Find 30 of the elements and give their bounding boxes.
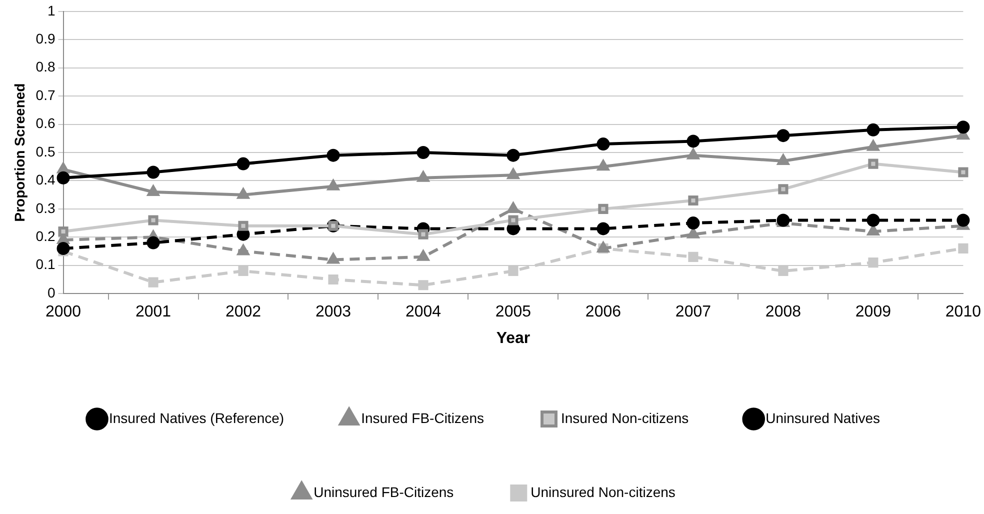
y-tick-label: 0.9 <box>36 30 56 46</box>
x-tick-label: 2003 <box>315 304 352 321</box>
y-tick-label: 1 <box>47 2 56 18</box>
legend-label: Uninsured FB-Citizens <box>314 484 454 500</box>
x-axis-title: Year <box>496 330 530 347</box>
legend-label: Insured Natives (Reference) <box>109 410 284 426</box>
y-axis-title: Proportion Screened <box>11 83 28 222</box>
y-tick-label: 0.4 <box>36 172 56 188</box>
y-tick-label: 0.2 <box>36 228 56 244</box>
x-tick-label: 2005 <box>495 304 532 321</box>
x-tick-label: 2008 <box>765 304 802 321</box>
y-tick-label: 0.5 <box>36 143 56 160</box>
x-tick-label: 2000 <box>45 304 82 321</box>
legend-label: Insured Non-citizens <box>561 410 689 426</box>
y-tick-label: 0 <box>47 284 56 300</box>
y-tick-label: 0.3 <box>36 200 56 216</box>
x-tick-label: 2009 <box>855 304 892 321</box>
x-tick-label: 2006 <box>585 304 622 321</box>
y-tick-label: 0.6 <box>36 115 56 132</box>
y-tick-label: 0.1 <box>36 256 56 272</box>
x-tick-label: 2007 <box>675 304 712 321</box>
x-tick-label: 2001 <box>135 304 172 321</box>
legend-label: Uninsured Natives <box>766 410 880 426</box>
legend-label: Uninsured Non-citizens <box>530 484 676 500</box>
x-tick-label: 2010 <box>945 304 982 321</box>
x-tick-label: 2004 <box>405 304 442 321</box>
x-tick-label: 2002 <box>225 304 262 321</box>
legend-label: Insured FB-Citizens <box>361 410 484 426</box>
y-tick-label: 0.8 <box>36 58 56 75</box>
y-tick-label: 0.7 <box>36 86 56 103</box>
